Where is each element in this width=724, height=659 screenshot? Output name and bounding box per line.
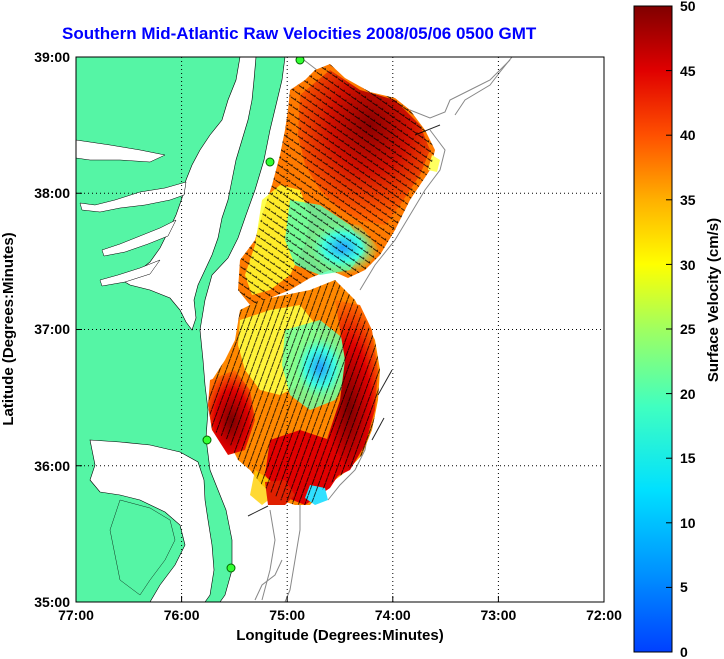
y-axis-label: Latitude (Degrees:Minutes) [0, 232, 17, 425]
chesapeake-bay [117, 57, 257, 331]
station-marker [295, 57, 305, 65]
x-tick-label: 73:00 [480, 607, 516, 623]
york-river [99, 259, 161, 287]
x-tick-label: 77:00 [58, 607, 94, 623]
station-marker [226, 563, 236, 573]
colorbar-tick-label: 5 [680, 579, 688, 595]
radar-stations [202, 57, 305, 573]
pamlico-inlet [109, 499, 176, 596]
colorbar-tick-label: 45 [680, 63, 696, 79]
y-tick-label: 39:00 [34, 49, 70, 65]
x-tick-label: 75:00 [269, 607, 305, 623]
albemarle-sound [89, 439, 215, 602]
colorbar-tick-label: 50 [680, 0, 696, 14]
colorbar-tick-label: 15 [680, 450, 696, 466]
velocity-vectors [208, 64, 441, 517]
colorbar-tick-label: 10 [680, 515, 696, 531]
map-grid [76, 57, 604, 602]
potomac-river [79, 181, 187, 213]
x-tick-labels: 77:00 76:00 75:00 74:00 73:00 72:00 [58, 607, 622, 623]
y-tick-labels: 39:00 38:00 37:00 36:00 35:00 [34, 49, 70, 610]
y-tick-label: 38:00 [34, 185, 70, 201]
colorbar-tick-labels: 0 5 10 15 20 25 30 35 40 45 50 [680, 0, 696, 659]
colorbar-tick-label: 35 [680, 192, 696, 208]
y-tick-label: 36:00 [34, 458, 70, 474]
colorbar-ticks [666, 5, 672, 653]
colorbar-tick-label: 0 [680, 644, 688, 659]
station-marker [202, 435, 212, 445]
x-axis-label: Longitude (Degrees:Minutes) [236, 627, 444, 644]
map-title: Southern Mid-Atlantic Raw Velocities 200… [62, 24, 537, 43]
y-tick-label: 35:00 [34, 594, 70, 610]
colorbar-tick-label: 20 [680, 386, 696, 402]
x-tick-label: 76:00 [164, 607, 200, 623]
station-marker [265, 157, 275, 167]
colorbar-tick-label: 40 [680, 127, 696, 143]
rappahannock-river [101, 219, 177, 257]
axis-ticks [75, 56, 605, 603]
colorbar-label: Surface Velocity (cm/s) [705, 218, 722, 382]
x-tick-label: 72:00 [586, 607, 622, 623]
y-tick-label: 37:00 [34, 321, 70, 337]
colorbar-tick-label: 30 [680, 257, 696, 273]
x-tick-label: 74:00 [375, 607, 411, 623]
colorbar-tick-label: 25 [680, 321, 696, 337]
delaware-bay [76, 139, 166, 163]
